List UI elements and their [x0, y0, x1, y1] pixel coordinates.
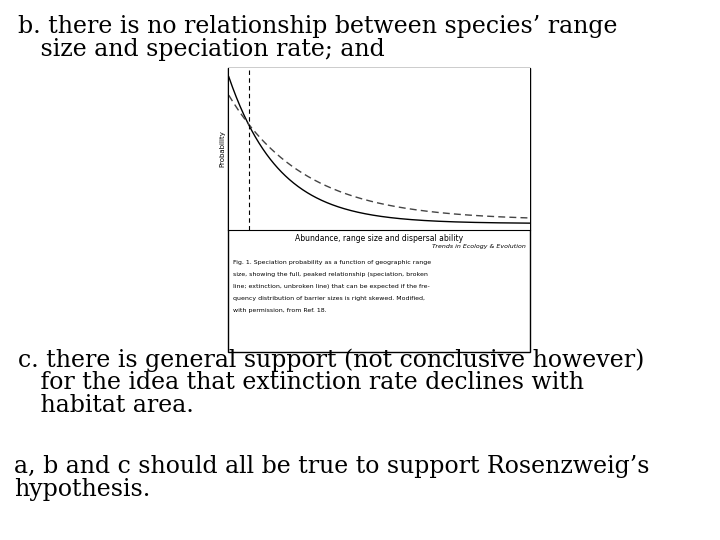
- Text: size and speciation rate; and: size and speciation rate; and: [18, 38, 384, 61]
- Text: line; extinction, unbroken line) that can be expected if the fre-: line; extinction, unbroken line) that ca…: [233, 284, 430, 289]
- Text: habitat area.: habitat area.: [18, 394, 194, 417]
- Text: quency distribution of barrier sizes is right skewed. Modified,: quency distribution of barrier sizes is …: [233, 296, 425, 301]
- Text: a, b and c should all be true to support Rosenzweig’s: a, b and c should all be true to support…: [14, 455, 649, 478]
- Bar: [228, 68, 530, 352]
- Text: Fig. 1. Speciation probability as a function of geographic range: Fig. 1. Speciation probability as a func…: [233, 260, 431, 265]
- Text: Trends in Ecology & Evolution: Trends in Ecology & Evolution: [432, 244, 526, 249]
- Text: for the idea that extinction rate declines with: for the idea that extinction rate declin…: [18, 371, 584, 394]
- Y-axis label: Probability: Probability: [219, 131, 225, 167]
- Text: hypothesis.: hypothesis.: [14, 478, 150, 501]
- Text: with permission, from Ref. 18.: with permission, from Ref. 18.: [233, 308, 327, 313]
- X-axis label: Abundance, range size and dispersal ability: Abundance, range size and dispersal abil…: [295, 234, 463, 243]
- Text: b. there is no relationship between species’ range: b. there is no relationship between spec…: [18, 15, 618, 38]
- Text: c. there is general support (not conclusive however): c. there is general support (not conclus…: [18, 348, 644, 372]
- Text: size, showing the full, peaked relationship (speciation, broken: size, showing the full, peaked relations…: [233, 272, 428, 277]
